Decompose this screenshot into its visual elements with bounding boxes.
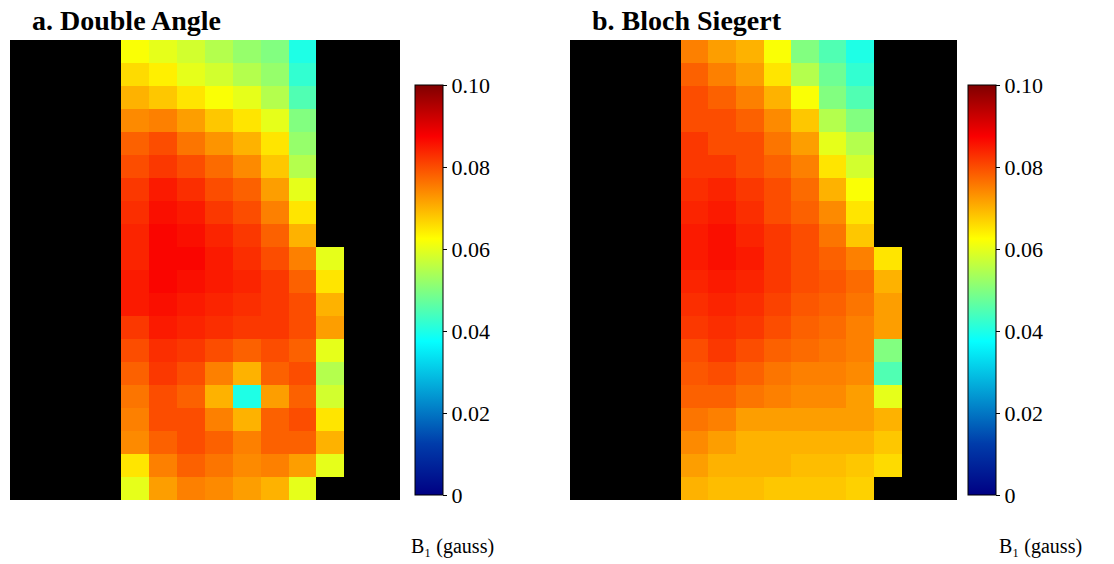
svg-text:0.06: 0.06 <box>451 237 490 262</box>
svg-text:0: 0 <box>451 483 462 508</box>
svg-text:0.06: 0.06 <box>1004 237 1043 262</box>
svg-text:0.04: 0.04 <box>1004 319 1043 344</box>
svg-text:0.04: 0.04 <box>451 319 490 344</box>
svg-text:0.02: 0.02 <box>451 401 490 426</box>
svg-text:B₁ (gauss): B₁ (gauss) <box>999 535 1082 558</box>
svg-text:0.08: 0.08 <box>451 155 490 180</box>
svg-text:0.10: 0.10 <box>451 73 490 98</box>
svg-text:0.08: 0.08 <box>1004 155 1043 180</box>
svg-text:B₁ (gauss): B₁ (gauss) <box>411 535 494 558</box>
svg-text:b. Bloch Siegert: b. Bloch Siegert <box>592 5 782 36</box>
svg-text:a. Double Angle: a. Double Angle <box>32 5 221 36</box>
svg-text:0: 0 <box>1004 483 1015 508</box>
svg-text:0.02: 0.02 <box>1004 401 1043 426</box>
svg-text:0.10: 0.10 <box>1004 73 1043 98</box>
